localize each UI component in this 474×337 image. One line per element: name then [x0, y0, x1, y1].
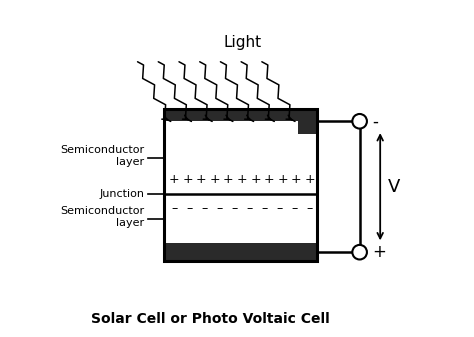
Circle shape: [352, 245, 367, 259]
Text: +: +: [291, 173, 301, 186]
Text: Solar Cell or Photo Voltaic Cell: Solar Cell or Photo Voltaic Cell: [91, 312, 330, 326]
Text: –: –: [262, 202, 268, 215]
Text: -: -: [372, 112, 378, 130]
Text: V: V: [387, 178, 400, 196]
Text: –: –: [216, 202, 222, 215]
Bar: [164, 121, 317, 194]
Text: –: –: [307, 202, 313, 215]
Text: +: +: [277, 173, 288, 186]
Text: –: –: [201, 202, 207, 215]
Text: –: –: [292, 202, 298, 215]
Text: +: +: [237, 173, 247, 186]
Text: +: +: [372, 243, 386, 261]
Bar: [164, 194, 317, 243]
Text: +: +: [196, 173, 207, 186]
Bar: [298, 109, 317, 134]
Bar: [164, 109, 317, 121]
Text: Junction: Junction: [99, 189, 144, 199]
Text: +: +: [264, 173, 274, 186]
Text: –: –: [277, 202, 283, 215]
Circle shape: [352, 114, 367, 128]
Text: –: –: [171, 202, 177, 215]
Text: +: +: [210, 173, 220, 186]
Text: +: +: [250, 173, 261, 186]
Text: –: –: [246, 202, 253, 215]
Text: Light: Light: [224, 35, 262, 50]
Text: +: +: [223, 173, 234, 186]
Text: Semiconductor
layer: Semiconductor layer: [60, 206, 144, 228]
Text: –: –: [231, 202, 237, 215]
Text: +: +: [305, 173, 315, 186]
Bar: [164, 243, 317, 261]
Text: Semiconductor
layer: Semiconductor layer: [60, 145, 144, 167]
Text: +: +: [169, 173, 179, 186]
Text: –: –: [186, 202, 192, 215]
Bar: [164, 109, 317, 261]
Text: +: +: [182, 173, 193, 186]
